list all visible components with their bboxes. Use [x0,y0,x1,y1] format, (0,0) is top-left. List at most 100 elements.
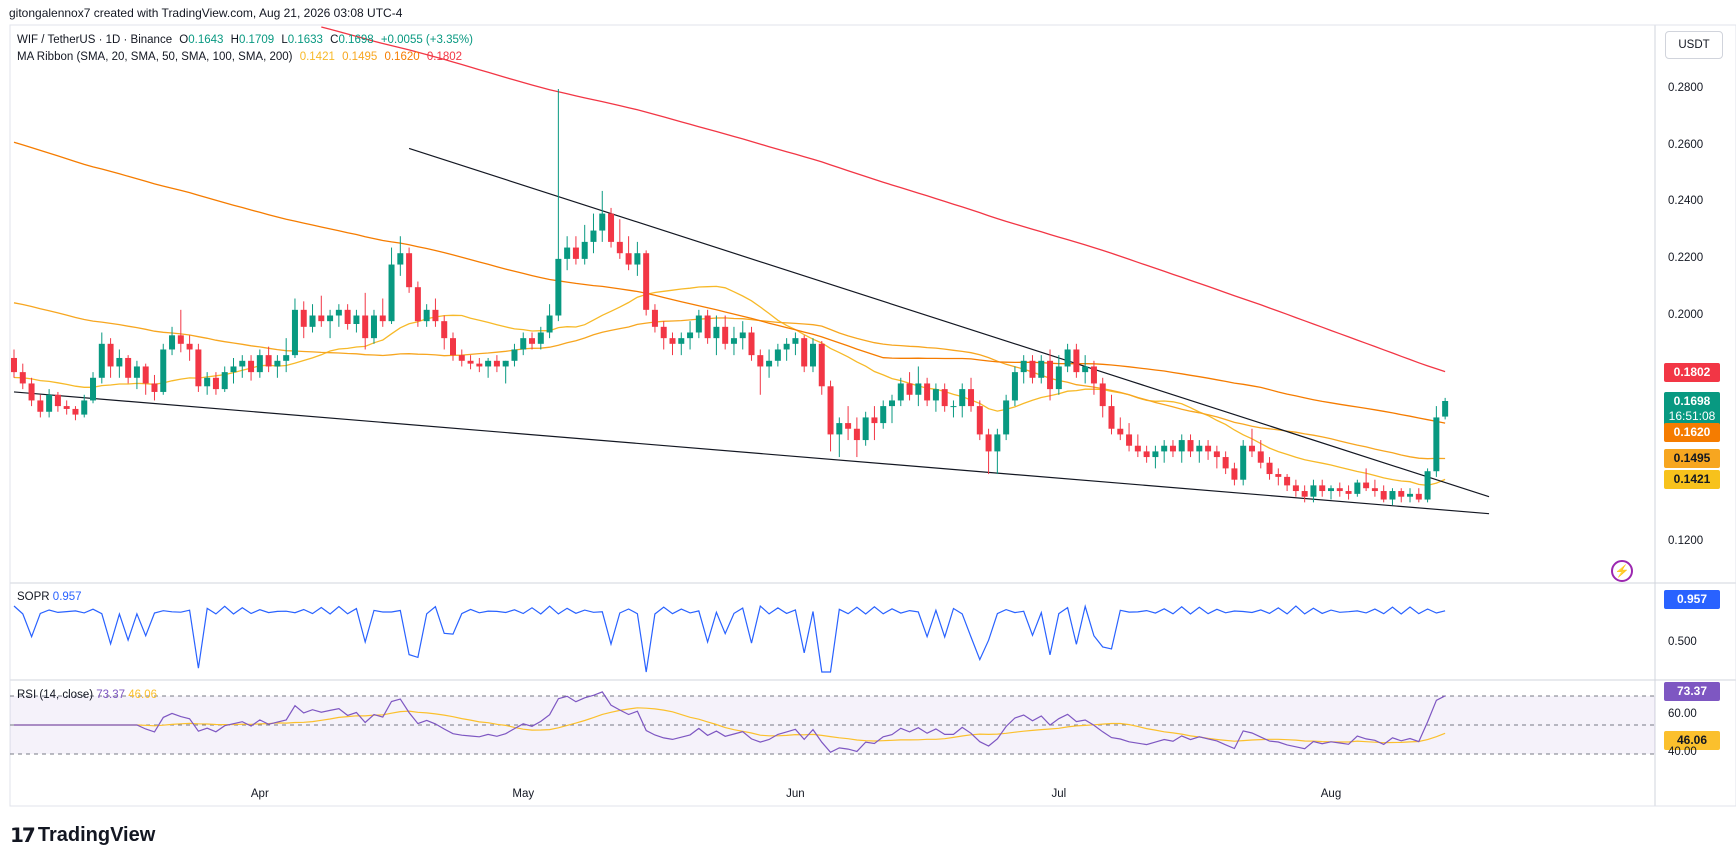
candle-body [625,253,632,265]
candle [300,301,307,339]
symbol-name[interactable]: WIF / TetherUS · 1D · Binance [17,34,173,46]
candle-body [467,360,474,364]
price-axis-label: 0.2200 [1668,251,1704,264]
ma-ribbon-title[interactable]: MA Ribbon (SMA, 20, SMA, 50, SMA, 100, S… [17,51,293,63]
chart-frame [9,24,1736,807]
candle [897,377,904,407]
candle [1073,343,1080,378]
candle-body [704,315,711,339]
candle-body [362,315,369,339]
candle-body [1003,400,1010,435]
rsi-title[interactable]: RSI (14, close) [17,689,94,701]
candle [599,190,606,242]
candle-body [1117,428,1124,435]
candle [783,338,790,361]
candle-body [1380,491,1387,500]
symbol-legend[interactable]: WIF / TetherUS · 1D · Binance O0.1643 H0… [17,34,477,46]
candle [757,349,764,395]
candle-body [889,400,895,407]
sopr-title[interactable]: SOPR [17,591,50,603]
candle [1284,474,1291,492]
candle [265,346,272,373]
candle [1407,488,1414,503]
candle-body [1011,372,1018,401]
candle [555,89,562,322]
candle-body [1082,366,1089,373]
candle [1398,488,1405,503]
candle [107,338,114,378]
candle-body [932,389,939,401]
candle [994,428,1001,475]
candle-body [1363,482,1370,489]
candle [695,309,702,339]
candle-body [19,372,26,384]
candle [160,343,167,395]
candle-body [54,394,61,407]
candle [1328,485,1334,500]
candle-body [590,230,597,242]
candle [1336,482,1343,497]
candle [1011,366,1018,407]
candle-body [1222,457,1229,469]
price-axis-label: 0.2800 [1668,82,1704,94]
candle-body [994,434,1001,452]
candle-body [1275,474,1282,477]
candle [537,326,544,350]
candle-body [1433,417,1440,472]
currency-button[interactable]: USDT [1665,31,1723,59]
candle [362,292,369,350]
candle-body [915,383,922,395]
candle-body [1319,485,1326,492]
candle-body [1398,491,1405,497]
candle-body [1090,366,1097,384]
last-price-tag: 0.1698 16:51:08 [1664,392,1720,427]
candle [880,400,887,429]
candle [924,377,931,407]
rsi-ma-tag: 46.06 [1664,731,1720,750]
rsi-axis-60: 60.00 [1668,708,1697,720]
candle [28,377,35,407]
candle-body [379,315,386,322]
candle-body [976,406,983,435]
candle-body [941,389,948,407]
candle-body [441,321,448,339]
tradingview-logo[interactable]: 𝟭𝟳 TradingView [10,823,155,848]
candle [932,383,939,412]
candle [177,309,184,353]
candle [1301,485,1308,503]
candle [818,340,825,395]
candle-body [581,241,588,259]
candle-body [1354,482,1361,494]
rsi-legend[interactable]: RSI (14, close) 73.37 46.06 [17,689,157,701]
candle [379,298,386,327]
sopr-legend[interactable]: SOPR 0.957 [17,591,82,603]
candle [1055,355,1062,395]
candle [98,332,105,384]
time-axis-label: May [512,788,534,800]
candle-body [730,338,737,344]
candle [458,349,465,367]
candle-body [695,315,702,333]
candle-body [318,315,325,322]
sma50-line [13,302,1446,460]
candle-body [1345,491,1352,494]
candle [1371,479,1378,497]
candle-body [204,377,211,387]
candle [46,389,53,418]
candle [212,372,219,395]
candle [722,315,729,350]
candle-body [397,253,404,265]
candle [590,213,597,254]
lightning-icon[interactable]: ⚡ [1611,560,1633,582]
candle-body [1126,434,1133,446]
candle [845,406,852,441]
candle [125,355,132,384]
candle-body [353,315,360,324]
candle [1415,488,1422,503]
candle-body [845,423,852,429]
candle [766,349,773,378]
chart-credit: gitongalennox7 created with TradingView.… [9,6,403,20]
ma-ribbon-legend[interactable]: MA Ribbon (SMA, 20, SMA, 50, SMA, 100, S… [17,51,466,63]
candle [1222,451,1229,475]
